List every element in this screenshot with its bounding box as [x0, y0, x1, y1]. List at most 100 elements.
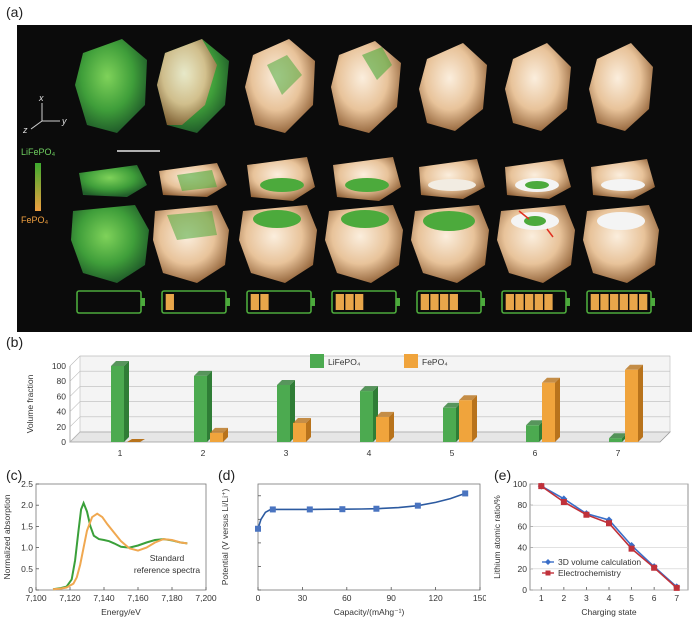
chart-b-bar-side: [124, 361, 129, 442]
chart-c-y-label: Normalized absorption: [2, 494, 12, 579]
chart-b-bar-top: [277, 380, 295, 385]
axis-y-label: y: [61, 116, 67, 126]
chart-b-bar-top: [625, 364, 643, 370]
battery-segment: [525, 294, 534, 310]
chart-d-potential: 0 30 60 90 120 150 Capacity/(mAhg⁻¹) Potential …: [220, 483, 486, 617]
chart-c-x-tick-label: 7,120: [59, 593, 81, 603]
chart-e-legend-label: Electrochemistry: [558, 568, 622, 578]
chart-b-bar-top: [210, 427, 228, 433]
chart-c-x-label: Energy/eV: [101, 607, 141, 617]
chart-b-bar: [360, 391, 373, 442]
panel-label-d: (d): [218, 467, 236, 483]
chart-b-bar: [277, 385, 290, 442]
battery-segment: [449, 294, 458, 310]
chart-e-x-tick-label: 5: [629, 593, 634, 603]
chart-b-bar-top: [111, 361, 129, 366]
chart-b-bar-side: [638, 364, 643, 442]
chart-e-marker-square: [583, 511, 590, 518]
legend-fepo4-label: FePO₄: [21, 215, 49, 225]
battery-terminal: [141, 298, 145, 306]
panel-label-e: (e): [494, 467, 512, 483]
chart-c-frame: [35, 483, 207, 591]
chart-e-y-tick-label: 80: [518, 500, 528, 510]
chart-b-bar: [526, 425, 539, 442]
chart-d-marker: [339, 506, 346, 513]
chart-b-x-tick-label: 1: [118, 448, 123, 458]
battery-terminal: [396, 298, 400, 306]
chart-d-marker: [462, 490, 469, 497]
axis-x-label: x: [38, 93, 44, 103]
battery-segment: [629, 294, 638, 310]
battery-segment: [355, 294, 364, 310]
chart-d-x-tick-label: 60: [342, 593, 352, 603]
chart-e-y-tick-label: 60: [518, 521, 528, 531]
panel-label-c: (c): [6, 467, 23, 483]
chart-e-legend-marker: [545, 570, 551, 576]
chart-b-bar-side: [389, 411, 394, 442]
chart-b-bar: [609, 438, 622, 442]
chart-b-x-tick-label: 6: [533, 448, 538, 458]
chart-b-bar: [210, 432, 223, 442]
chart-e-y-label: Lithium atomic ratio/%: [492, 495, 502, 579]
chart-c-y-tick-label: 2.5: [21, 479, 33, 489]
chart-c-x-tick-label: 7,140: [93, 593, 115, 603]
chart-b-legend-label: FePO₄: [422, 357, 448, 367]
chart-e-marker-square: [651, 564, 658, 571]
chart-b-y-tick-label: 0: [61, 437, 66, 447]
chart-b-bar-side: [472, 395, 477, 442]
battery-segment: [260, 294, 269, 310]
chart-d-marker: [373, 505, 380, 512]
chart-d-x-tick-label: 150: [473, 593, 486, 603]
battery-segment: [345, 294, 354, 310]
chart-b-y-tick-label: 60: [57, 391, 67, 401]
chart-d-marker: [306, 506, 313, 513]
battery-segment: [430, 294, 439, 310]
chart-e-x-tick-label: 4: [607, 593, 612, 603]
chart-d-marker: [255, 525, 261, 532]
battery-segment: [505, 294, 514, 310]
chart-b-x-tick-label: 5: [450, 448, 455, 458]
chart-b-bar-top: [609, 433, 627, 439]
chart-c-xanes: 7,100 7,120 7,140 7,160 7,180 7,200 0 0.5 1.0 1.5…: [2, 479, 217, 617]
battery-segment: [420, 294, 429, 310]
chart-e-legend-label: 3D volume calculation: [558, 557, 641, 567]
chart-c-y-tick-label: 1.0: [21, 543, 33, 553]
chart-e-marker-square: [673, 584, 680, 591]
chart-b-bar-top: [194, 370, 212, 376]
chart-b-legend-label: LiFePO₄: [328, 357, 361, 367]
chart-d-x-tick-label: 0: [256, 593, 261, 603]
chart-b-bar: [542, 382, 555, 442]
chart-c-annotation-line1: Standard: [150, 553, 185, 563]
chart-c-y-tick-label: 0.5: [21, 564, 33, 574]
battery-segment: [610, 294, 619, 310]
battery-segment: [619, 294, 628, 310]
particles-whole-row: [75, 39, 653, 133]
chart-c-series-line: [52, 512, 188, 591]
panel-label-b: (b): [6, 334, 24, 350]
battery-segment: [515, 294, 524, 310]
legend-lifepo4-label: LiFePO₄: [21, 147, 56, 157]
chart-b-y-tick-label: 20: [57, 422, 67, 432]
chart-b-y-tick-label: 100: [52, 361, 66, 371]
chart-e-y-tick-label: 100: [513, 479, 527, 489]
battery-segment: [165, 294, 174, 310]
chart-b-bar: [625, 369, 638, 442]
chart-b-gridline-diag: [69, 355, 81, 367]
chart-e-marker-square: [560, 499, 567, 506]
chart-b-y-label: Volume fraction: [25, 374, 35, 433]
particle-rendering-svg: x y z LiFePO₄ FePO₄: [21, 39, 659, 314]
battery-segment: [544, 294, 553, 310]
chart-b-gridline-diag: [69, 416, 81, 428]
chart-d-x-tick-label: 90: [386, 593, 396, 603]
chart-b-x-tick-label: 3: [284, 448, 289, 458]
chart-e-y-tick-label: 40: [518, 543, 528, 553]
chart-b-x-tick-label: 2: [201, 448, 206, 458]
battery-segment: [534, 294, 543, 310]
battery-outline: [76, 290, 142, 314]
chart-d-x-label: Capacity/(mAhg⁻¹): [334, 607, 405, 617]
chart-b-legend-swatch: [310, 354, 324, 368]
battery-charge-row: [76, 290, 655, 314]
panel-a-3d-rendering: x y z LiFePO₄ FePO₄: [17, 25, 692, 332]
chart-e-marker-square: [628, 545, 635, 552]
chart-b-bar: [293, 423, 306, 442]
